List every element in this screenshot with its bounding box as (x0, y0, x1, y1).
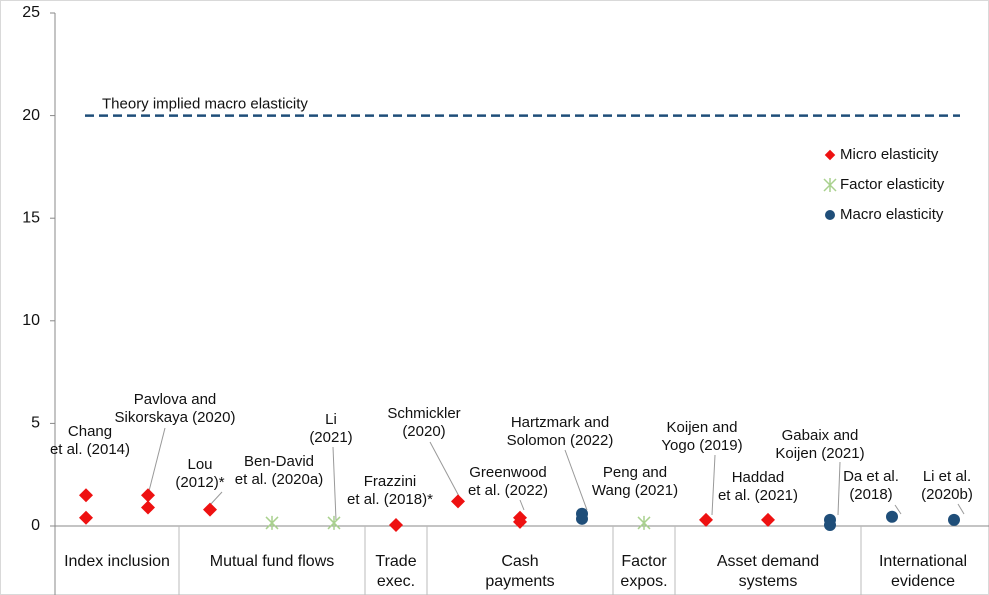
micro-marker (699, 512, 713, 527)
micro-marker (451, 494, 465, 509)
study-label: (2021) (309, 429, 352, 446)
group-label: expos. (620, 573, 667, 590)
micro-marker (141, 500, 155, 515)
legend-label: Factor elasticity (840, 176, 945, 193)
study-label: Haddad (732, 469, 785, 486)
study-label: (2012)* (175, 474, 224, 491)
legend-label: Micro elasticity (840, 146, 939, 163)
micro-marker (203, 502, 217, 517)
study-label: Wang (2021) (592, 482, 678, 499)
legend-item: Factor elasticity (823, 176, 945, 193)
leader-line (957, 503, 965, 515)
study-label: Li et al. (923, 468, 971, 485)
study-label: Chang (68, 423, 112, 440)
leader-line (147, 427, 166, 496)
leader-line (894, 504, 902, 515)
factor-marker (265, 515, 279, 530)
study-label: Solomon (2022) (507, 432, 614, 449)
macro-marker (948, 513, 960, 526)
factor-marker (637, 515, 651, 530)
legend-item: Micro elasticity (824, 146, 939, 163)
group-label: systems (739, 573, 798, 590)
study-label: Koijen and (667, 419, 738, 436)
study-label: et al. (2020a) (235, 471, 323, 488)
micro-marker (389, 517, 403, 532)
group-label: Asset demand (717, 553, 819, 570)
group-label: Cash (501, 553, 538, 570)
study-label: Da et al. (843, 468, 899, 485)
micro-marker (761, 512, 775, 527)
study-label: Hartzmark and (511, 414, 609, 431)
legend-item: Macro elasticity (825, 206, 944, 223)
macro-marker (824, 518, 836, 531)
y-tick-label: 25 (22, 4, 40, 21)
study-label: Yogo (2019) (661, 437, 742, 454)
group-label: International (879, 553, 967, 570)
study-label: Pavlova and (134, 391, 217, 408)
study-label: Sikorskaya (2020) (115, 409, 236, 426)
factor-marker (327, 515, 341, 530)
y-tick-label: 0 (31, 517, 40, 534)
macro-marker (825, 210, 835, 220)
study-label: Lou (187, 456, 212, 473)
group-label: payments (485, 573, 554, 590)
study-label: Ben-David (244, 453, 314, 470)
legend-label: Macro elasticity (840, 206, 944, 223)
leader-line (837, 461, 841, 516)
micro-marker (141, 488, 155, 503)
y-tick-label: 20 (22, 107, 40, 124)
group-label: Trade (375, 553, 416, 570)
micro-marker (79, 488, 93, 503)
leader-line (519, 499, 525, 511)
macro-marker (576, 512, 588, 525)
study-label: Koijen (2021) (775, 445, 864, 462)
study-label: (2020) (402, 423, 445, 440)
micro-marker (513, 514, 527, 529)
group-label: Mutual fund flows (210, 553, 335, 570)
group-label: exec. (377, 573, 415, 590)
study-label: Gabaix and (782, 427, 859, 444)
y-tick-label: 10 (22, 312, 40, 329)
study-label: Greenwood (469, 464, 547, 481)
group-label: Index inclusion (64, 553, 170, 570)
study-label: Frazzini (364, 473, 417, 490)
study-label: et al. (2022) (468, 482, 548, 499)
leader-line (209, 491, 223, 506)
study-label: et al. (2014) (50, 441, 130, 458)
leader-line (429, 441, 462, 501)
study-label: Li (325, 411, 337, 428)
study-label: Schmickler (387, 405, 460, 422)
macro-marker (886, 510, 898, 523)
leader-line (564, 449, 588, 511)
study-label: (2020b) (921, 486, 973, 503)
study-label: et al. (2021) (718, 487, 798, 504)
group-label: evidence (891, 573, 955, 590)
group-label: Factor (621, 553, 667, 570)
factor-marker (823, 178, 837, 192)
leader-line (711, 454, 716, 516)
leader-line (332, 446, 337, 521)
study-label: (2018) (849, 486, 892, 503)
micro-marker (79, 510, 93, 525)
study-label: et al. (2018)* (347, 491, 433, 508)
y-tick-label: 15 (22, 209, 40, 226)
y-tick-label: 5 (31, 415, 40, 432)
micro-marker (824, 149, 836, 161)
study-label: Peng and (603, 464, 667, 481)
reference-label: Theory implied macro elasticity (102, 96, 308, 113)
